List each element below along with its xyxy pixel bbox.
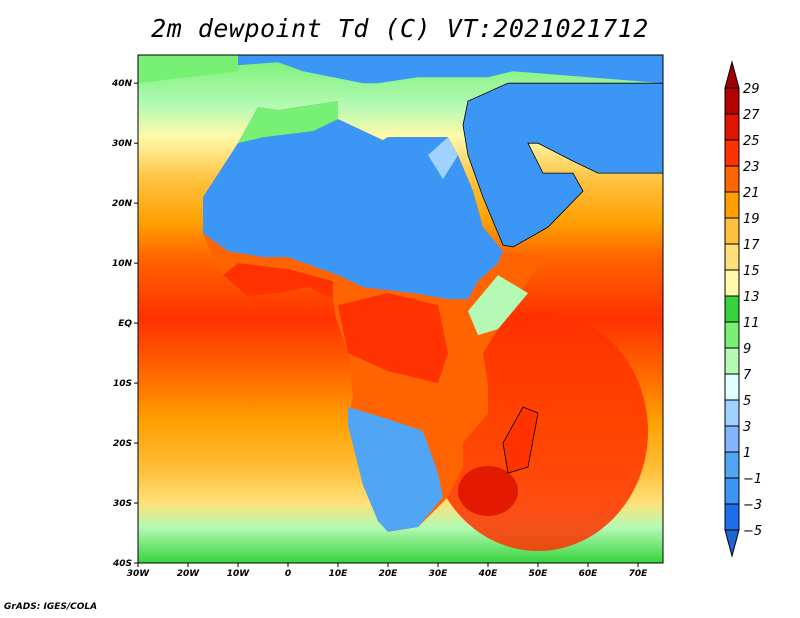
colorbar-label: 13 [743, 290, 760, 305]
colorbar-label: 9 [743, 342, 751, 357]
colorbar: 29 27 25 23 21 19 17 15 13 11 9 7 5 3 1 −1 −3 −5 [724, 60, 762, 558]
colorbar-segment [724, 243, 740, 271]
colorbar-label: 15 [743, 264, 760, 279]
colorbar-label: −3 [743, 498, 762, 513]
colorbar-segment [724, 139, 740, 167]
colorbar-segment [724, 451, 740, 479]
x-tick-label: 30W [127, 569, 151, 579]
x-tick-label: 40E [478, 569, 499, 579]
colorbar-bottom-arrow [724, 529, 740, 558]
colorbar-segment [724, 347, 740, 375]
colorbar-segment [724, 269, 740, 297]
colorbar-label: 23 [743, 160, 760, 175]
arabia-land [462, 82, 663, 248]
nile-region [428, 137, 458, 180]
y-tick-label: EQ [118, 319, 132, 329]
colorbar-label: 21 [743, 186, 760, 201]
colorbar-segment [724, 477, 740, 505]
colorbar-segment [724, 373, 740, 401]
horn-of-africa [468, 275, 528, 336]
colorbar-label: 27 [743, 108, 760, 123]
colorbar-top-arrow [724, 60, 740, 89]
y-tick-label: 20N [112, 199, 133, 209]
x-tick-label: 50E [529, 569, 549, 579]
x-tick-label: 60E [579, 569, 599, 579]
colorbar-segment [724, 503, 740, 531]
colorbar-label: 17 [743, 238, 760, 253]
colorbar-label: 25 [743, 134, 760, 149]
colorbar-segment [724, 295, 740, 323]
guinea-coast [223, 263, 333, 300]
y-tick-label: 20S [113, 439, 132, 449]
colorbar-label: −1 [743, 472, 762, 487]
colorbar-segment [724, 425, 740, 453]
y-tick-label: 30S [113, 499, 132, 509]
x-tick-label: 70E [629, 569, 649, 579]
colorbar-segment [724, 399, 740, 427]
colorbar-label: 5 [743, 394, 751, 409]
mozambique-channel-max [458, 466, 518, 517]
map-frame [137, 54, 664, 564]
x-tick-label: 10E [329, 569, 349, 579]
north-atlantic-north [138, 55, 238, 84]
x-tick-label: 30E [429, 569, 449, 579]
colorbar-label: −5 [743, 524, 762, 539]
x-tick-label: 0 [285, 569, 291, 579]
colorbar-label: 1 [743, 446, 751, 461]
colorbar-label: 19 [743, 212, 760, 227]
colorbar-segment [724, 87, 740, 115]
grads-credit: GrADS: IGES/COLA [4, 602, 98, 612]
x-tick-label: 10W [227, 569, 251, 579]
maghreb-coast [238, 101, 338, 144]
x-tick-label: 20W [177, 569, 201, 579]
europe-land [238, 55, 663, 84]
colorbar-label: 3 [743, 420, 751, 435]
colorbar-segment [724, 191, 740, 219]
y-tick-label: 10S [113, 379, 132, 389]
congo-basin [338, 293, 448, 384]
map-field [138, 55, 663, 563]
colorbar-segment [724, 217, 740, 245]
y-tick-label: 40N [111, 79, 133, 89]
colorbar-label: 11 [743, 316, 760, 331]
sahara-dry-region [203, 101, 503, 300]
x-tick-label: 20E [379, 569, 399, 579]
southern-africa-dry [348, 407, 443, 532]
colorbar-segment [724, 165, 740, 193]
y-tick-label: 30N [112, 139, 133, 149]
y-tick-label: 10N [112, 259, 133, 269]
colorbar-label: 29 [743, 82, 760, 97]
colorbar-label: 7 [743, 368, 752, 383]
colorbar-segment [724, 113, 740, 141]
colorbar-segment [724, 321, 740, 349]
madagascar [502, 406, 539, 474]
chart-title: 2m dewpoint Td (C) VT:2021021712 [151, 14, 649, 43]
y-tick-label: 40S [112, 559, 132, 569]
